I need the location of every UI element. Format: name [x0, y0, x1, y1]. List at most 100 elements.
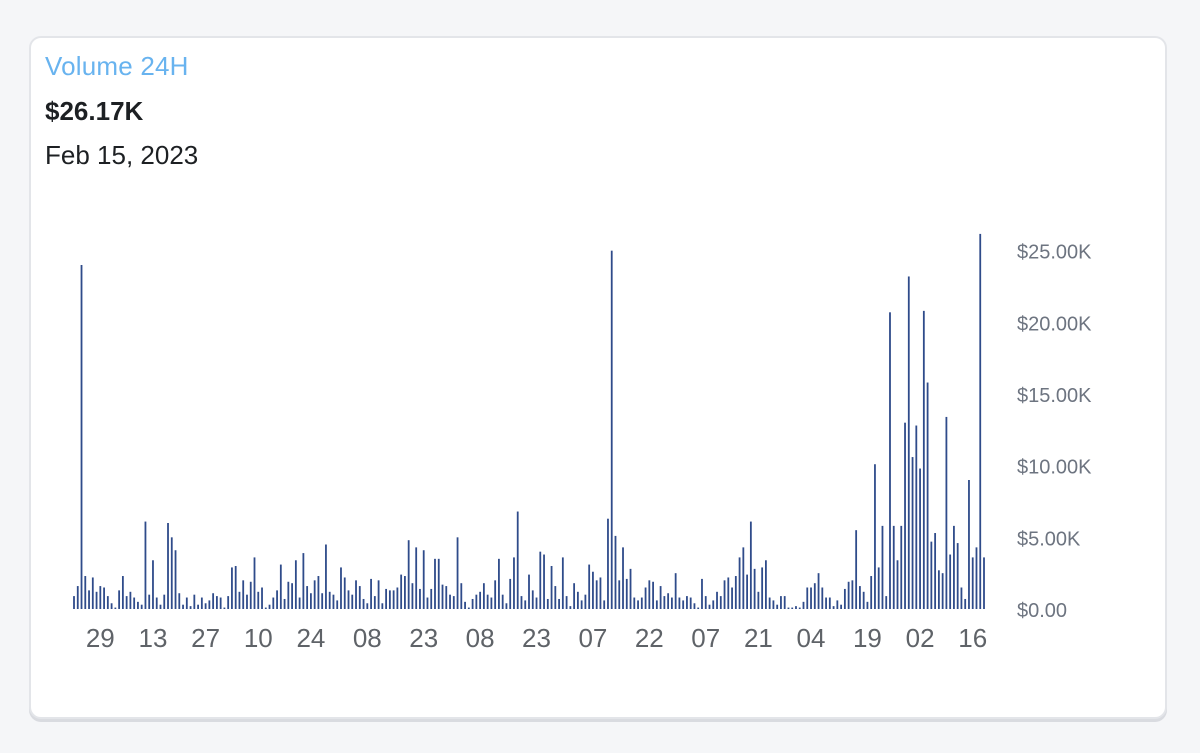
bar[interactable]: [351, 594, 354, 609]
bar[interactable]: [152, 560, 154, 609]
bar[interactable]: [392, 590, 395, 609]
bar[interactable]: [366, 603, 369, 609]
bar[interactable]: [137, 601, 139, 609]
bar[interactable]: [840, 604, 843, 609]
bar[interactable]: [836, 600, 839, 609]
bar[interactable]: [825, 597, 827, 609]
bar[interactable]: [294, 560, 297, 609]
bar[interactable]: [753, 568, 756, 609]
bar[interactable]: [697, 607, 700, 609]
bar[interactable]: [742, 547, 745, 609]
bar[interactable]: [813, 583, 816, 609]
bar[interactable]: [84, 576, 87, 609]
bar[interactable]: [847, 581, 850, 609]
bar[interactable]: [531, 590, 534, 609]
bar[interactable]: [768, 597, 771, 609]
bar[interactable]: [490, 597, 493, 609]
bar[interactable]: [599, 577, 602, 609]
bar[interactable]: [328, 591, 331, 609]
bar[interactable]: [648, 580, 651, 609]
bar[interactable]: [772, 600, 775, 609]
bar[interactable]: [629, 568, 632, 609]
bar[interactable]: [930, 541, 933, 609]
bar[interactable]: [907, 276, 910, 609]
bar[interactable]: [821, 587, 824, 610]
bar[interactable]: [674, 573, 677, 609]
bar[interactable]: [569, 606, 572, 609]
bar[interactable]: [456, 537, 459, 609]
bar[interactable]: [911, 457, 914, 609]
bar[interactable]: [246, 594, 248, 609]
bar[interactable]: [731, 587, 733, 610]
bar[interactable]: [828, 597, 831, 609]
bar[interactable]: [513, 557, 515, 609]
bar[interactable]: [103, 587, 105, 610]
bar[interactable]: [708, 604, 711, 609]
bar[interactable]: [343, 577, 346, 609]
bar[interactable]: [505, 603, 508, 609]
bar[interactable]: [381, 603, 384, 609]
bar[interactable]: [866, 601, 869, 609]
bar[interactable]: [949, 554, 952, 609]
bar[interactable]: [291, 583, 293, 609]
bar[interactable]: [185, 597, 188, 609]
bar[interactable]: [757, 591, 760, 609]
bar[interactable]: [449, 594, 451, 609]
bar[interactable]: [227, 596, 230, 609]
bar[interactable]: [520, 596, 523, 609]
bar[interactable]: [268, 604, 271, 609]
bar[interactable]: [430, 588, 433, 609]
bar[interactable]: [219, 597, 222, 609]
bar[interactable]: [223, 607, 226, 609]
bar[interactable]: [486, 594, 489, 609]
bar[interactable]: [622, 547, 624, 609]
bar[interactable]: [370, 578, 372, 609]
bar[interactable]: [546, 598, 549, 609]
bar[interactable]: [464, 601, 466, 609]
bar[interactable]: [614, 535, 617, 609]
bar[interactable]: [937, 570, 940, 609]
bar[interactable]: [467, 607, 470, 609]
bar[interactable]: [889, 312, 891, 609]
bar[interactable]: [791, 607, 794, 609]
bar[interactable]: [494, 580, 497, 609]
bar[interactable]: [287, 581, 290, 609]
bar[interactable]: [212, 593, 215, 609]
bar[interactable]: [592, 571, 594, 609]
bar[interactable]: [941, 573, 944, 609]
bar[interactable]: [603, 600, 606, 609]
bar[interactable]: [701, 578, 703, 609]
bar[interactable]: [419, 588, 421, 609]
bar[interactable]: [686, 596, 688, 609]
bar[interactable]: [810, 587, 812, 610]
bar[interactable]: [415, 547, 418, 609]
bar[interactable]: [234, 566, 237, 609]
bar[interactable]: [452, 596, 455, 609]
bar[interactable]: [407, 540, 410, 609]
bar[interactable]: [874, 464, 876, 609]
bar[interactable]: [524, 600, 527, 609]
bar[interactable]: [719, 596, 722, 609]
bar[interactable]: [919, 468, 921, 609]
bar[interactable]: [475, 594, 478, 609]
bar[interactable]: [197, 604, 199, 609]
bar[interactable]: [358, 586, 361, 609]
bar[interactable]: [362, 598, 365, 609]
bar[interactable]: [388, 590, 391, 609]
bar[interactable]: [783, 596, 786, 609]
bar[interactable]: [576, 591, 579, 609]
bar[interactable]: [885, 596, 888, 609]
bar[interactable]: [238, 591, 241, 609]
bar[interactable]: [298, 597, 301, 609]
bar[interactable]: [193, 594, 196, 609]
bar[interactable]: [325, 544, 327, 610]
bar[interactable]: [934, 533, 937, 609]
bar[interactable]: [580, 600, 583, 609]
bar[interactable]: [167, 523, 169, 609]
bar[interactable]: [200, 597, 203, 609]
bar[interactable]: [787, 607, 790, 609]
bar[interactable]: [971, 557, 974, 609]
bar[interactable]: [539, 551, 542, 609]
bar[interactable]: [133, 597, 136, 609]
bar[interactable]: [91, 577, 94, 609]
